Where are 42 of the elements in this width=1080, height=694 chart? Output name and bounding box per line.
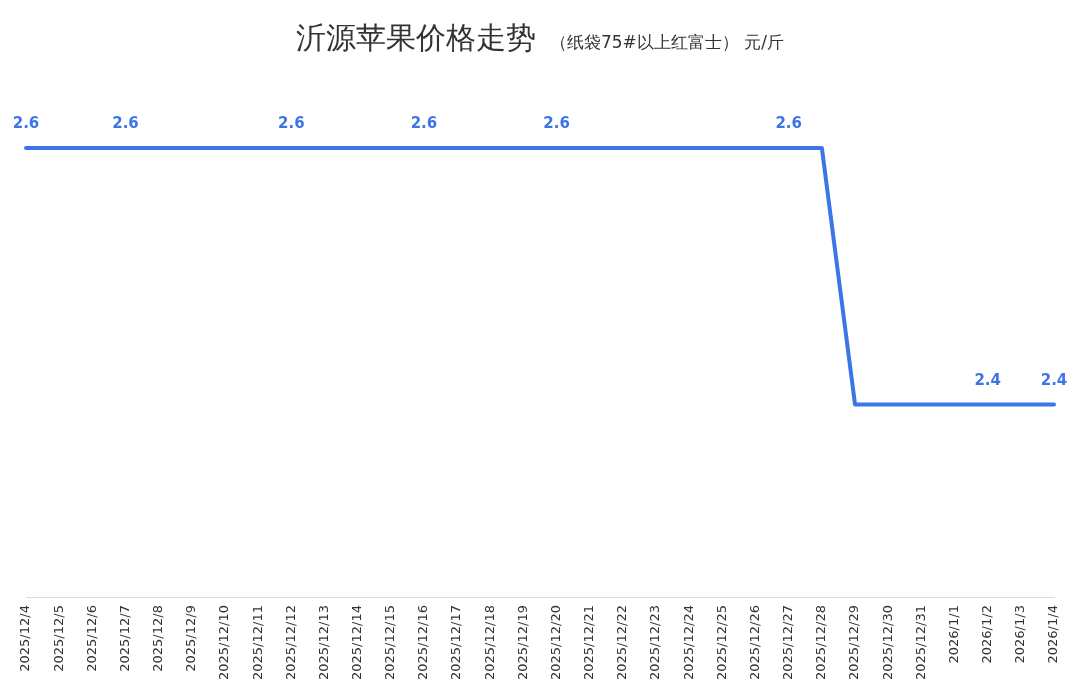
x-tick-label: 2025/12/7: [116, 605, 132, 672]
data-label: 2.6: [12, 114, 40, 133]
x-tick-label: 2025/12/27: [780, 605, 796, 681]
x-tick-label: 2025/12/14: [348, 605, 364, 681]
x-tick-label: 2025/12/15: [382, 605, 398, 681]
x-tick-label: 2025/12/18: [481, 605, 497, 681]
x-tick-label: 2026/1/2: [979, 605, 995, 664]
x-tick-label: 2025/12/22: [614, 605, 630, 681]
x-tick-label: 2025/12/20: [547, 605, 563, 681]
data-label: 2.4: [974, 371, 1001, 389]
x-tick-label: 2025/12/19: [514, 605, 530, 681]
x-tick-label: 2025/12/4: [17, 605, 33, 672]
data-label: 2.6: [543, 114, 570, 133]
x-tick-label: 2025/12/21: [581, 605, 597, 681]
x-tick-label: 2025/12/28: [813, 605, 829, 681]
data-label: 2.6: [278, 114, 305, 133]
x-tick-label: 2025/12/10: [216, 605, 232, 681]
data-label: 2.4: [1040, 371, 1068, 389]
x-tick-label: 2025/12/12: [282, 605, 298, 681]
chart-subtitle: （纸袋75#以上红富士） 元/斤: [549, 32, 784, 52]
x-tick-label: 2025/12/26: [746, 605, 762, 681]
x-tick-label: 2025/12/11: [249, 605, 265, 681]
x-tick-label: 2025/12/29: [846, 605, 862, 681]
x-tick-label: 2025/12/31: [912, 605, 928, 681]
x-tick-label: 2025/12/8: [150, 605, 166, 672]
x-tick-label: 2025/12/17: [448, 605, 464, 681]
x-tick-label: 2025/12/23: [647, 605, 663, 681]
data-label: 2.6: [410, 114, 438, 133]
data-label: 2.6: [775, 114, 802, 133]
x-tick-label: 2025/12/30: [879, 605, 895, 681]
data-label: 2.6: [112, 114, 139, 133]
x-tick-label: 2025/12/16: [415, 605, 431, 681]
x-tick-label: 2025/12/24: [680, 605, 696, 681]
x-tick-label: 2025/12/5: [50, 605, 66, 672]
x-tick-label: 2026/1/1: [945, 605, 961, 664]
x-tick-label: 2025/12/6: [83, 605, 99, 672]
x-tick-label: 2025/12/9: [183, 605, 199, 672]
x-tick-label: 2025/12/13: [315, 605, 331, 681]
chart-title: 沂源苹果价格走势: [295, 20, 536, 55]
x-tick-label: 2025/12/25: [713, 605, 729, 681]
x-tick-label: 2026/1/4: [1045, 605, 1061, 664]
x-tick-label: 2026/1/3: [1012, 605, 1028, 664]
